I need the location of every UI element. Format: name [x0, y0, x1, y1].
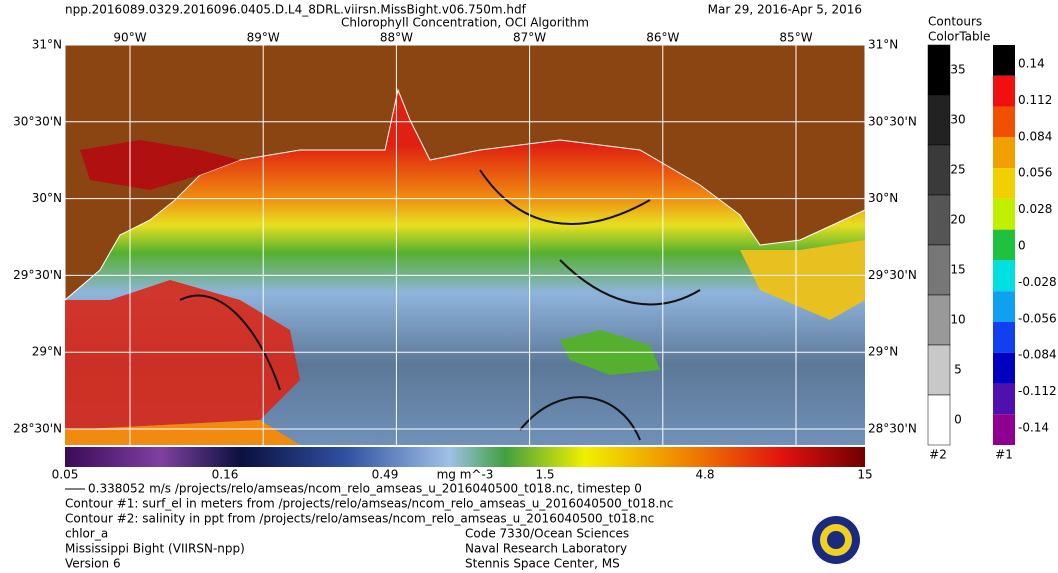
scale-label: 30: [950, 113, 965, 127]
coastal-mid: [65, 420, 300, 445]
colorbar-label: 0.16: [212, 468, 239, 482]
note: Contour #2: salinity in ppt from /projec…: [65, 512, 654, 526]
lon-label: 88°W: [380, 31, 413, 45]
table-box: [993, 383, 1015, 415]
lat-label: 29°N: [868, 345, 898, 359]
table-label: 0: [1018, 239, 1026, 253]
lon-label: 90°W: [113, 31, 146, 45]
lat-label: 30°30'N: [868, 114, 917, 128]
credit: Naval Research Laboratory: [465, 542, 627, 556]
scale-box: [927, 94, 951, 146]
lon-label: 89°W: [247, 31, 280, 45]
scale-box: [927, 294, 951, 346]
note: Version 6: [65, 557, 121, 571]
title: Chlorophyll Concentration, OCI Algorithm: [341, 16, 589, 30]
colorbar: [65, 447, 865, 467]
lat-label: 30°30'N: [13, 114, 62, 128]
table-box: [993, 137, 1015, 169]
scale-label: 25: [950, 163, 965, 177]
scale-label: 35: [950, 63, 965, 77]
scale-box: [927, 144, 951, 196]
lon-label: 85°W: [779, 31, 812, 45]
colorbar-label: 1.5: [535, 468, 554, 482]
scale-label: 5: [954, 363, 962, 377]
graticule: [65, 44, 865, 445]
note: Contour #1: surf_el in meters from /proj…: [65, 497, 673, 511]
table-label: -0.112: [1018, 384, 1057, 398]
lat-label: 31°N: [32, 38, 62, 52]
scale-box: [927, 394, 951, 446]
contour-scale: 35 30 25 20 15 10 5 0: [927, 44, 966, 446]
table-box: [993, 106, 1015, 138]
note: 0.338052 m/s /projects/relo/amseas/ncom_…: [88, 482, 642, 496]
table-box: [993, 260, 1015, 292]
colorbar-unit: mg m^-3: [437, 468, 494, 482]
colorbar-label: 4.8: [695, 468, 714, 482]
table-label: -0.084: [1018, 348, 1057, 362]
scale-box: [927, 44, 951, 96]
scale-box: [927, 344, 951, 396]
colorbar-label: 0.05: [52, 468, 79, 482]
credit: Stennis Space Center, MS: [465, 557, 620, 571]
colortable-title: ColorTable: [928, 30, 990, 44]
note: Mississippi Bight (VIIRSN-npp): [65, 542, 245, 556]
contour-footer: #2: [929, 448, 947, 462]
scale-box: [927, 244, 951, 296]
logo: [812, 516, 860, 564]
color-table: 0.14 0.112 0.084 0.056 0.028 0 -0.028 -0.056 -0.…: [993, 45, 1057, 445]
table-box: [993, 291, 1015, 322]
coastal-east: [740, 240, 865, 320]
lon-label: 87°W: [513, 31, 546, 45]
table-label: -0.14: [1018, 421, 1049, 435]
table-box: [993, 75, 1015, 107]
scale-label: 20: [950, 213, 965, 227]
lat-label: 31°N: [868, 38, 898, 52]
table-box: [993, 414, 1015, 445]
lat-label: 29°30'N: [13, 268, 62, 282]
lat-label: 29°N: [32, 345, 62, 359]
table-box: [993, 352, 1015, 384]
lon-label: 86°W: [646, 31, 679, 45]
table-box: [993, 198, 1015, 230]
note: chlor_a: [65, 527, 108, 541]
scale-box: [927, 194, 951, 246]
filename: npp.2016089.0329.2016096.0405.D.L4_8DRL.…: [65, 3, 527, 17]
credit: Code 7330/Ocean Sciences: [465, 527, 629, 541]
table-box: [993, 45, 1015, 76]
table-label: 0.056: [1018, 166, 1052, 180]
scale-label: 0: [954, 413, 962, 427]
contour-title: Contours: [928, 15, 982, 29]
lat-label: 30°N: [868, 191, 898, 205]
scale-label: 10: [950, 313, 965, 327]
lat-label: 30°N: [32, 191, 62, 205]
table-label: -0.056: [1018, 311, 1057, 325]
lat-label: 28°30'N: [13, 422, 62, 436]
colorbar-label: 15: [857, 468, 872, 482]
lat-label: 29°30'N: [868, 268, 917, 282]
lake: [80, 140, 240, 190]
table-label: 0.14: [1018, 57, 1045, 71]
date: Mar 29, 2016-Apr 5, 2016: [708, 3, 862, 17]
table-label: 0.112: [1018, 93, 1052, 107]
colortable-footer: #1: [995, 448, 1013, 462]
table-box: [993, 168, 1015, 199]
table-label: -0.028: [1018, 275, 1057, 289]
colorbar-label: 0.49: [372, 468, 399, 482]
contour-line: [179, 169, 701, 441]
map: [64, 44, 866, 445]
table-box: [993, 229, 1015, 261]
scale-label: 15: [950, 263, 965, 277]
table-box: [993, 321, 1015, 353]
land: [64, 44, 866, 302]
table-label: 0.084: [1018, 129, 1052, 143]
lat-label: 28°30'N: [868, 422, 917, 436]
table-label: 0.028: [1018, 202, 1052, 216]
